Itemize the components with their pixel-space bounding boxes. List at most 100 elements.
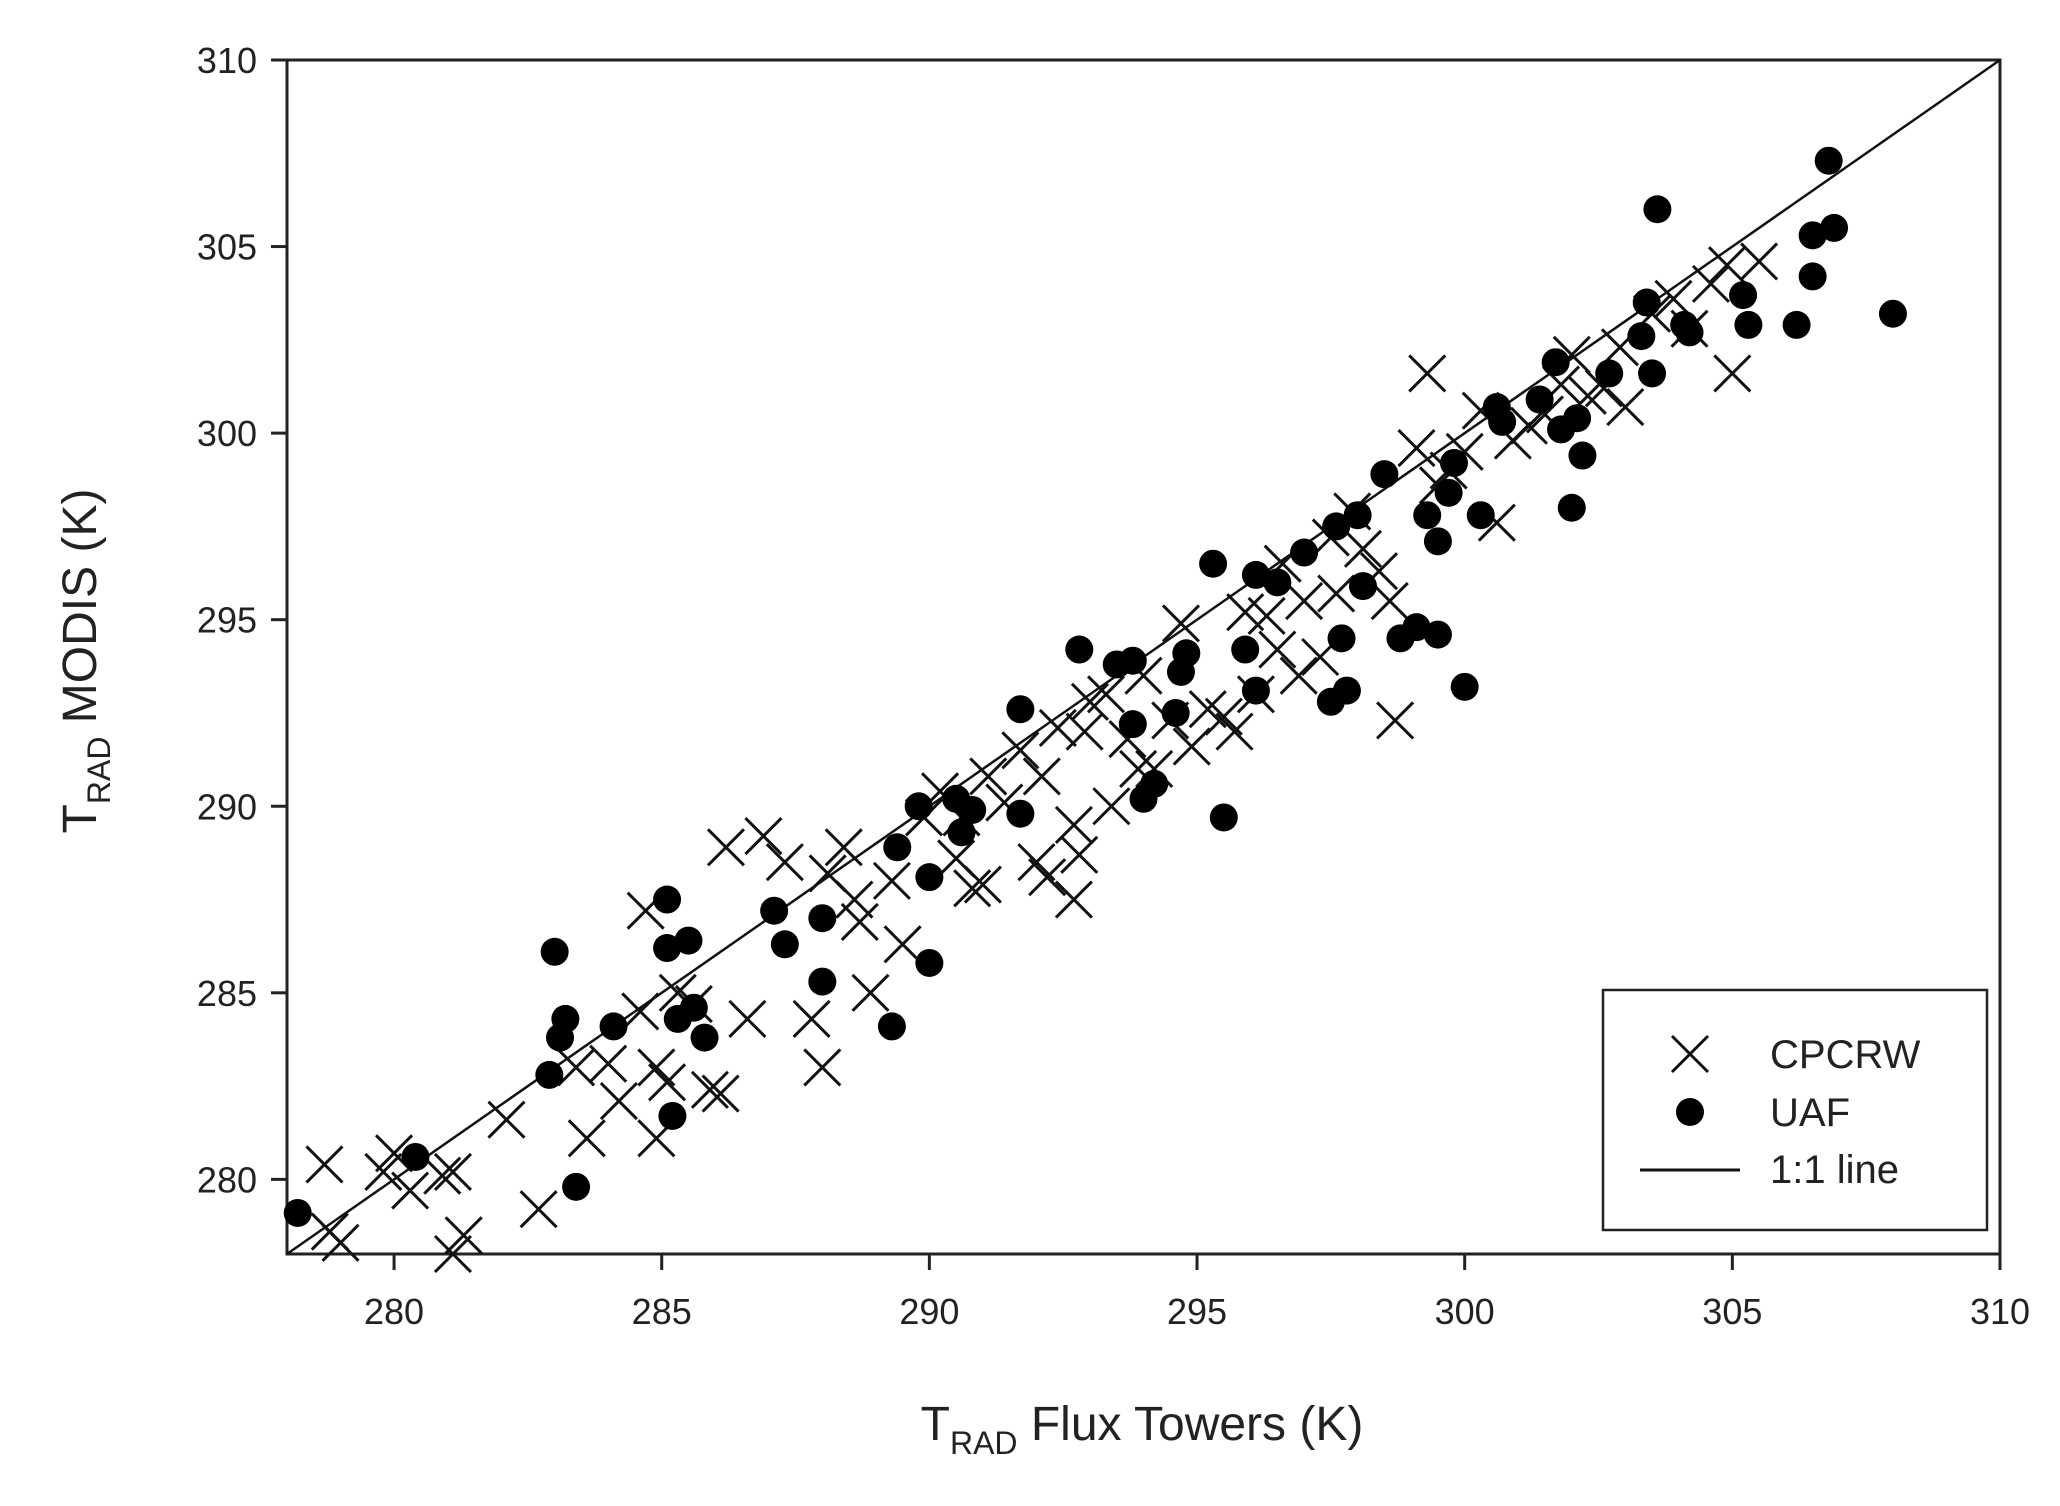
cpcrw-point [1092,787,1131,826]
x-axis-title-sub: RAD [950,1425,1018,1461]
uaf-point [1241,676,1270,705]
uaf-point [562,1172,591,1201]
uaf-point [1878,299,1907,328]
legend-label-cpcrw: CPCRW [1770,1033,1921,1077]
series-uaf [283,146,1907,1227]
uaf-point [947,818,976,847]
y-tick-label: 310 [197,40,257,81]
cpcrw-point [1397,428,1436,468]
uaf-point [1820,213,1849,242]
cpcrw-point [589,1044,628,1083]
cpcrw-point [851,973,890,1012]
plot-area [283,58,2002,1274]
uaf-point [653,885,682,914]
x-axis-title: TRAD Flux Towers (K) [921,1398,1364,1461]
uaf-point [1413,501,1442,530]
uaf-point [770,930,799,959]
x-axis-title-rest: Flux Towers (K) [1018,1398,1364,1451]
cpcrw-point [1161,604,1201,643]
uaf-point [1734,310,1763,339]
cpcrw-point [744,817,783,856]
uaf-point [658,1101,687,1130]
y-tick-label: 280 [197,1159,257,1200]
cpcrw-point [803,1048,842,1087]
cpcrw-point [1317,574,1356,613]
cpcrw-point [557,1048,596,1087]
plot-frame [285,58,2002,1256]
cpcrw-point [690,1070,729,1109]
uaf-point [283,1198,312,1227]
legend-x-marker-icon [1670,1034,1710,1074]
cpcrw-point [701,1074,740,1113]
uaf-point [535,1060,564,1089]
uaf-point [1439,448,1468,477]
uaf-point [1541,348,1570,377]
uaf-point [1172,639,1201,668]
y-axis-title-rest: MODIS (K) [54,489,107,737]
uaf-point [1450,672,1479,701]
cpcrw-point [444,1216,483,1255]
cpcrw-point [1279,656,1318,695]
uaf-point [904,792,933,821]
uaf-point [1434,478,1463,507]
cpcrw-point [883,925,922,964]
uaf-point [551,1004,580,1033]
cpcrw-point [728,999,767,1038]
cpcrw-point [433,1234,473,1274]
cpcrw-point [953,869,992,908]
uaf-point [679,993,708,1022]
cpcrw-point [519,1190,558,1229]
legend-item-uaf: UAF [1676,1091,1850,1135]
cpcrw-point [835,880,874,919]
uaf-point [1006,695,1035,724]
cpcrw-point [423,1156,462,1195]
cpcrw-point [872,861,911,900]
uaf-point [883,833,912,862]
x-tick-label: 300 [1435,1291,1495,1332]
uaf-point [1290,538,1319,567]
cpcrw-point [1060,835,1099,874]
uaf-point [915,948,944,977]
uaf-point [1466,501,1495,530]
y-axis-title: TRAD MODIS (K) [54,489,117,834]
uaf-point [599,1012,628,1041]
cpcrw-point [487,1100,526,1139]
x-tick-label: 290 [899,1291,959,1332]
uaf-point [690,1023,719,1052]
uaf-point [1632,288,1661,317]
x-tick-label: 295 [1167,1291,1227,1332]
y-axis-title-main: T [54,804,107,833]
uaf-point [1729,281,1758,310]
uaf-point [1423,527,1452,556]
uaf-point [1348,572,1377,601]
cpcrw-point [1740,242,1779,281]
series-cpcrw [305,242,1779,1274]
uaf-point [401,1142,430,1171]
cpcrw-point [1376,701,1415,740]
uaf-point [1209,803,1238,832]
y-axis: 280 285 290 295 300 305 310 [197,40,287,1200]
y-tick-label: 295 [197,600,257,641]
legend-item-cpcrw: CPCRW [1670,1033,1921,1077]
cpcrw-point [824,828,863,867]
cpcrw-point [1707,246,1747,285]
uaf-point [1568,441,1597,470]
legend-circle-marker-icon [1676,1098,1704,1126]
cpcrw-point [599,1081,638,1121]
cpcrw-point [1606,387,1645,427]
uaf-point [1488,407,1517,436]
uaf-point [1263,568,1292,597]
x-tick-label: 285 [632,1291,692,1332]
cpcrw-point [1054,880,1093,919]
cpcrw-point [969,757,1008,796]
uaf-point [1006,799,1035,828]
x-axis: 280 285 290 295 300 305 310 [364,1254,2030,1332]
uaf-point [1332,676,1361,705]
uaf-point [808,904,837,933]
uaf-point [1199,549,1228,578]
uaf-point [1557,493,1586,522]
cpcrw-point [364,1152,403,1191]
uaf-point [1627,322,1656,351]
cpcrw-point [1028,858,1067,897]
cpcrw-point [1509,406,1548,445]
